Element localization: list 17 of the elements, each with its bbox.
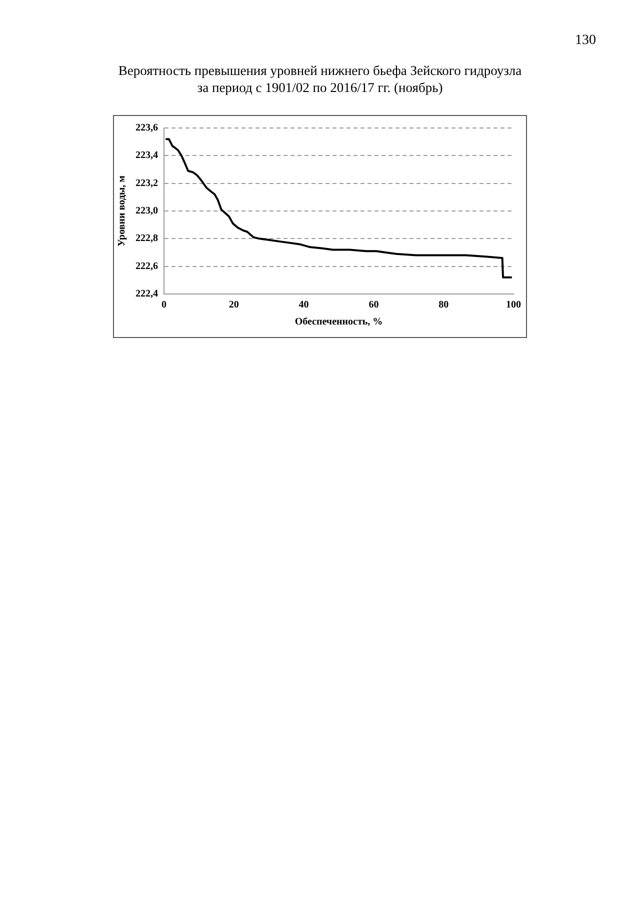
y-tick-label: 223,0 [136, 206, 158, 217]
text: 130 [575, 33, 596, 49]
x-tick-label: 40 [298, 300, 309, 311]
y-tick-label: 222,4 [136, 288, 158, 300]
chart-title: Вероятность превышения уровней нижнего бьефа Зейского гидроузла за период с 1901/02 по 2016/17 гг. (ноябрь) [117, 62, 523, 96]
y-tick-label: 223,2 [136, 178, 158, 189]
y-tick-label: 222,6 [136, 260, 158, 272]
x-tick-label: 20 [228, 300, 239, 311]
y-tick-label: 223,6 [136, 122, 158, 134]
y-tick-label: 222,8 [136, 233, 158, 244]
x-tick-label: 100 [506, 300, 521, 311]
x-tick-label: 80 [438, 300, 449, 311]
x-axis-title: Обеспеченность, % [294, 316, 383, 328]
y-tick-label: 223,4 [136, 150, 158, 162]
x-tick-label: 60 [368, 300, 379, 311]
x-tick-label: 0 [162, 300, 166, 311]
y-axis-title: Уровни воды, м [116, 175, 128, 246]
